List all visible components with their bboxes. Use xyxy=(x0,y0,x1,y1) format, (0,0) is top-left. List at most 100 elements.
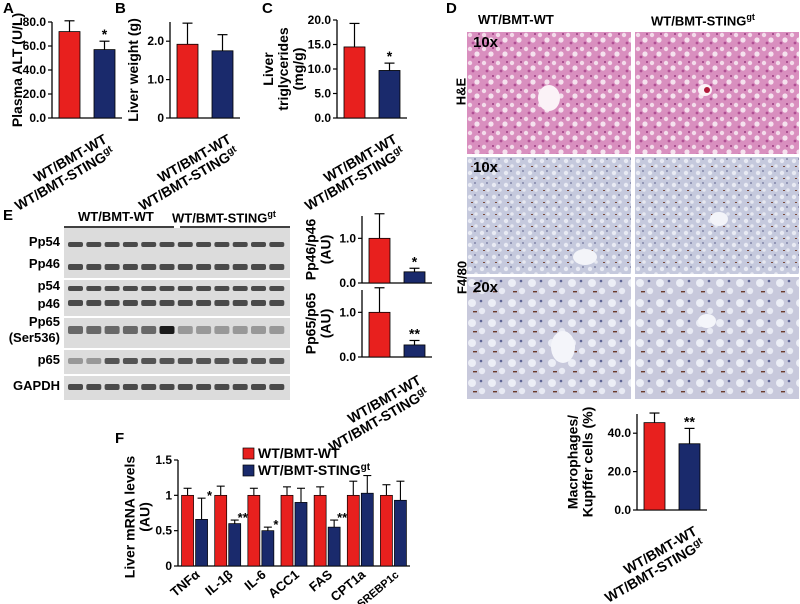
blot-band xyxy=(122,300,138,306)
row-label-f480: F4/80 xyxy=(454,260,470,295)
blot-band xyxy=(177,242,193,247)
micrograph-he-wt: 10x xyxy=(467,32,631,154)
chart-a-y-label: Plasma ALT (U/L) xyxy=(9,13,25,127)
blot-band xyxy=(214,300,230,306)
blot-band xyxy=(141,242,157,247)
blot-band xyxy=(214,286,230,291)
blot-band xyxy=(232,384,248,390)
chart-e1-y-label-line: Pp46/p46 xyxy=(303,219,319,281)
chart-c-y-label: Liver triglycerides (mg/g) xyxy=(260,27,306,110)
blot-band xyxy=(122,286,138,291)
chart-f-bar-4-0 xyxy=(313,494,327,567)
blot-band xyxy=(104,326,120,334)
chart-f-bar-0-0 xyxy=(181,494,194,567)
blot-band xyxy=(68,286,83,291)
chart-b-y-tick-label: 2.0 xyxy=(147,34,164,48)
chart-f-bar-4-1 xyxy=(327,526,341,567)
panel-letter-f: F xyxy=(115,430,125,447)
chart-e1-y-label-line: (AU) xyxy=(318,235,334,265)
chart-f-y-tick-label: 0 xyxy=(165,559,172,573)
blot-band xyxy=(68,384,83,390)
chart-e1-y-tick-label: 0.0 xyxy=(339,276,356,290)
chart-f-bar-2-0 xyxy=(247,494,261,567)
blot-band xyxy=(269,242,285,247)
chart-f-category-text: IL-1β xyxy=(202,567,235,598)
chart-f-category-text: TNFα xyxy=(167,567,202,600)
chart-a-chart: 0.0 20.0 40.0 60.0 80.0 * Plasma ALT (U/L) WT/B… xyxy=(9,13,122,214)
chart-f-y-tick-label: 1.5 xyxy=(155,453,172,467)
chart-c-y-tick-label: 20.0 xyxy=(308,13,332,27)
chart-c-y-label-line: triglycerides xyxy=(275,27,291,110)
chart-a-y-tick-label: 80.0 xyxy=(23,15,47,29)
chart-f-significance-4: ** xyxy=(337,510,348,525)
blot-band xyxy=(159,300,175,306)
chart-a-y-tick-label: 40.0 xyxy=(23,63,47,77)
magnification-label: 20x xyxy=(473,279,499,296)
chart-c-y-tick-label: 15.0 xyxy=(308,38,332,52)
blot-band xyxy=(232,300,248,306)
row-label-he: H&E xyxy=(453,77,469,106)
blot-band xyxy=(196,384,212,390)
blot-band xyxy=(104,242,120,247)
blot-label-p46: p46 xyxy=(37,296,60,311)
blot-label-pp65: Pp65 xyxy=(28,314,60,329)
chart-f-legend-label-wt: WT/BMT-WT xyxy=(258,445,340,461)
panel-letter-c: C xyxy=(262,0,273,17)
blot-band xyxy=(159,264,175,270)
chart-f-y-tick-label: 1 xyxy=(165,488,172,502)
blot-band xyxy=(141,264,157,270)
blot-band xyxy=(159,286,175,291)
chart-f-bar-0-1 xyxy=(195,519,208,567)
blot-band xyxy=(269,264,285,270)
chart-f-y-tick-label: 0.5 xyxy=(155,524,172,538)
blot-group-lines xyxy=(64,226,290,228)
blot-band xyxy=(196,300,212,306)
chart-e2-y-label-line: Pp65/p65 xyxy=(303,293,319,355)
blot-band xyxy=(251,300,266,306)
micrograph-f480-20x-sting xyxy=(635,277,799,399)
blot-band xyxy=(251,286,266,291)
blot-band xyxy=(141,300,157,306)
blot-band xyxy=(251,242,266,247)
chart-f-significance-1: ** xyxy=(238,510,249,525)
chart-f-bar-5-1 xyxy=(360,492,374,567)
blot-band xyxy=(196,242,212,247)
blot-band xyxy=(269,384,285,390)
blot-band xyxy=(159,384,175,390)
chart-d-bar-0 xyxy=(643,422,666,511)
chart-d-y-label-line: Kupffer cells (%) xyxy=(580,407,596,517)
blot-band xyxy=(196,358,212,364)
blot-band xyxy=(122,384,138,390)
panel-letter-a: A xyxy=(3,0,14,17)
blot-band xyxy=(122,242,138,247)
blot-band xyxy=(104,264,120,270)
blot-band xyxy=(251,384,266,390)
chart-e2-y-label: Pp65/p65 (AU) xyxy=(303,293,334,355)
chart-c-y-tick-label: 5.0 xyxy=(314,87,331,101)
chart-b-y-label-line: Liver weight (g) xyxy=(125,18,141,121)
chart-e1-bar-1 xyxy=(403,271,426,284)
blot-band xyxy=(86,358,102,364)
chart-e2-y-tick-label: 0.0 xyxy=(339,350,356,364)
chart-e2-y-tick-label: 1.0 xyxy=(339,305,356,319)
chart-f-category-text: ACC1 xyxy=(265,567,302,601)
chart-c-y-tick-label: 0.0 xyxy=(314,111,331,125)
blot-band xyxy=(141,358,157,364)
blot-band xyxy=(269,286,285,291)
blot-label-p65: p65 xyxy=(37,352,60,367)
chart-b-y-tick-label: 1.0 xyxy=(147,73,164,87)
blot-band xyxy=(141,384,157,390)
blot-band xyxy=(68,300,83,306)
chart-d-y-tick-label: 20.0 xyxy=(608,465,632,479)
chart-d-bar-1 xyxy=(678,443,701,511)
blot-band xyxy=(141,286,157,291)
chart-f-category-label-3: ACC1 xyxy=(265,567,302,601)
blot-divider xyxy=(64,374,290,376)
blot-band xyxy=(269,300,285,306)
chart-f-chart: 00.511.5*TNFα**IL-1β*IL-6ACC1**FASCPT1aS… xyxy=(122,445,410,604)
blot-band xyxy=(68,358,83,364)
blot-band xyxy=(68,326,83,334)
